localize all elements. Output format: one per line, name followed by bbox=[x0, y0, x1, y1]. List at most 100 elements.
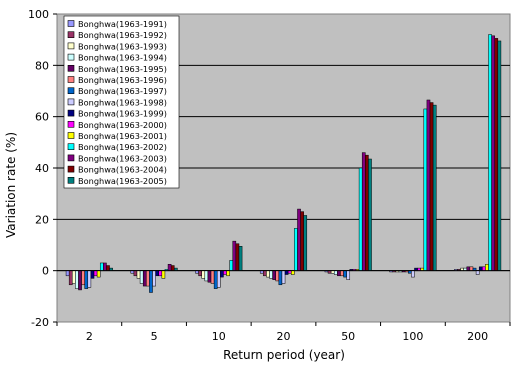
legend-label: Bonghwa(1963-1994) bbox=[78, 53, 167, 63]
bar-11-cat-5 bbox=[161, 270, 166, 279]
y-tick-label: 60 bbox=[35, 111, 49, 124]
bar-11-cat-200 bbox=[485, 264, 489, 271]
bar-7-cat-2 bbox=[84, 270, 89, 289]
x-axis-ticks: 2 5 10 20 50 100 200 bbox=[56, 322, 511, 343]
bar-10-cat-2 bbox=[93, 270, 98, 277]
legend-label: Bonghwa(1963-2004) bbox=[78, 165, 167, 175]
legend-label: Bonghwa(1963-1997) bbox=[78, 86, 167, 96]
bar-5-cat-5 bbox=[142, 270, 147, 287]
legend-swatch bbox=[67, 76, 75, 83]
bar-9-cat-2 bbox=[90, 270, 95, 279]
legend-label: Bonghwa(1963-2003) bbox=[78, 153, 167, 163]
bar-9-cat-200 bbox=[478, 266, 483, 271]
bar-12-cat-200 bbox=[488, 34, 492, 271]
bar-14-cat-2 bbox=[106, 265, 110, 271]
bar-13-cat-200 bbox=[491, 35, 495, 271]
bar-3-cat-20 bbox=[266, 270, 270, 278]
bar-5-cat-50 bbox=[337, 270, 341, 277]
bar-2-cat-5 bbox=[133, 270, 138, 277]
bar-14-cat-50 bbox=[365, 154, 369, 271]
bar-9-cat-10 bbox=[220, 270, 224, 278]
bar-1-cat-2 bbox=[65, 270, 70, 277]
bar-13-cat-100 bbox=[426, 99, 431, 271]
bar-8-cat-5 bbox=[152, 270, 156, 287]
bar-12-cat-2 bbox=[99, 262, 104, 271]
x-tick-label: 10 bbox=[212, 330, 226, 343]
legend-label: Bonghwa(1963-2001) bbox=[78, 131, 167, 141]
bar-9-cat-5 bbox=[155, 270, 159, 277]
bar-6-cat-2 bbox=[81, 270, 85, 286]
bar-14-cat-10 bbox=[235, 243, 240, 271]
legend-label: Bonghwa(1963-1996) bbox=[78, 75, 167, 85]
legend-swatch bbox=[67, 165, 75, 173]
legend-swatch bbox=[67, 121, 75, 128]
bar-9-cat-20 bbox=[284, 270, 289, 275]
bar-14-cat-200 bbox=[494, 38, 499, 271]
legend-label: Bonghwa(1963-1995) bbox=[78, 64, 167, 74]
legend-label: Bonghwa(1963-2002) bbox=[78, 142, 167, 152]
bar-13-cat-5 bbox=[167, 264, 172, 271]
bar-6-cat-200 bbox=[469, 266, 474, 271]
legend-label: Bonghwa(1963-1998) bbox=[78, 97, 167, 107]
bar-15-cat-20 bbox=[303, 215, 308, 271]
bar-14-cat-20 bbox=[300, 211, 304, 271]
bar-5-cat-20 bbox=[272, 270, 276, 280]
y-tick-label: 100 bbox=[28, 8, 49, 21]
bar-8-cat-50 bbox=[346, 270, 351, 280]
legend-swatch bbox=[67, 154, 75, 162]
legend-swatch bbox=[67, 177, 75, 184]
y-axis-label: Variation rate (%) bbox=[4, 132, 18, 238]
x-tick-label: 50 bbox=[341, 330, 355, 343]
legend-swatch bbox=[67, 132, 75, 139]
bar-12-cat-20 bbox=[294, 228, 298, 271]
bar-11-cat-10 bbox=[226, 270, 230, 277]
bar-4-cat-20 bbox=[269, 270, 273, 279]
legend-swatch bbox=[67, 53, 75, 61]
bar-7-cat-20 bbox=[278, 270, 283, 286]
bar-6-cat-20 bbox=[275, 270, 280, 282]
legend-swatch bbox=[67, 65, 75, 72]
bar-11-cat-20 bbox=[291, 270, 295, 275]
legend-swatch bbox=[67, 42, 75, 50]
bar-8-cat-200 bbox=[475, 270, 480, 275]
y-tick-label: 0 bbox=[42, 265, 49, 278]
x-tick-label: 200 bbox=[467, 330, 488, 343]
bar-15-cat-10 bbox=[238, 246, 243, 271]
bar-2-cat-20 bbox=[263, 270, 267, 277]
y-tick-label: 40 bbox=[35, 162, 49, 175]
bar-12-cat-50 bbox=[358, 167, 363, 271]
legend-box bbox=[63, 15, 180, 189]
bar-13-cat-10 bbox=[232, 240, 237, 271]
y-tick-label: 80 bbox=[35, 59, 49, 72]
legend-label: Bonghwa(1963-1991) bbox=[78, 19, 167, 29]
bar-6-cat-50 bbox=[340, 270, 344, 277]
bar-7-cat-5 bbox=[149, 270, 153, 293]
y-tick-label: 20 bbox=[35, 213, 49, 226]
bar-3-cat-10 bbox=[201, 270, 206, 279]
bar-4-cat-10 bbox=[204, 270, 209, 282]
x-axis-label: Return period (year) bbox=[223, 348, 345, 362]
bar-10-cat-10 bbox=[223, 270, 227, 275]
bar-2-cat-2 bbox=[68, 270, 73, 286]
bar-14-cat-100 bbox=[429, 102, 434, 271]
x-tick-label: 2 bbox=[86, 330, 93, 343]
bar-3-cat-5 bbox=[136, 270, 141, 279]
bar-13-cat-2 bbox=[103, 262, 107, 271]
bar-8-cat-10 bbox=[216, 270, 221, 288]
y-tick-label: -20 bbox=[31, 316, 49, 329]
legend-swatch bbox=[67, 20, 75, 27]
bar-10-cat-200 bbox=[482, 266, 486, 271]
bar-5-cat-2 bbox=[78, 270, 82, 291]
bar-2-cat-10 bbox=[198, 270, 202, 277]
bar-8-cat-100 bbox=[411, 270, 415, 278]
bar-4-cat-5 bbox=[139, 270, 144, 284]
x-tick-label: 20 bbox=[277, 330, 291, 343]
legend-label: Bonghwa(1963-2000) bbox=[78, 120, 167, 130]
bar-12-cat-100 bbox=[423, 108, 428, 271]
legend: Bonghwa(1963-1991)Bonghwa(1963-1992)Bong… bbox=[63, 15, 180, 189]
bar-5-cat-10 bbox=[207, 270, 212, 283]
legend-swatch bbox=[67, 98, 75, 106]
legend-label: Bonghwa(1963-1999) bbox=[78, 109, 167, 119]
x-tick-label: 100 bbox=[402, 330, 423, 343]
bar-7-cat-50 bbox=[343, 270, 347, 278]
